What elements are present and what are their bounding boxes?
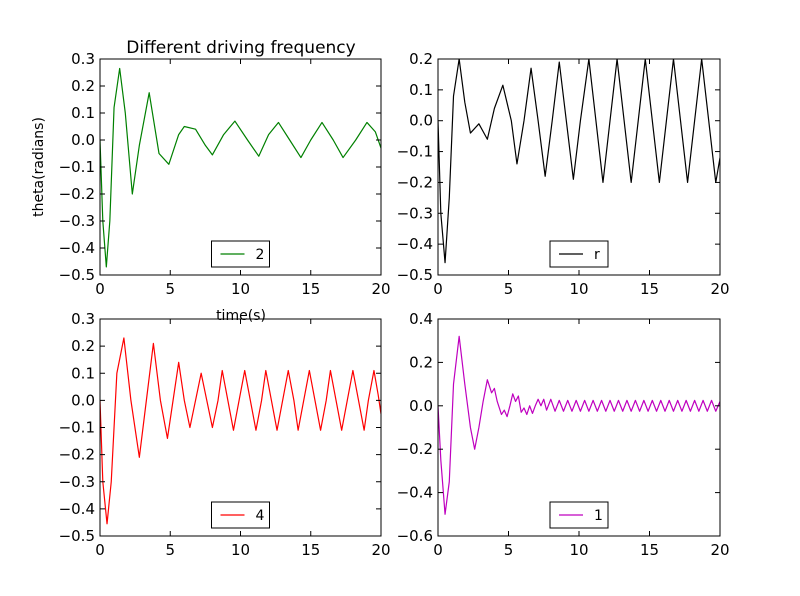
x-tick-label: 5: [165, 541, 175, 559]
x-tick-label: 20: [710, 280, 729, 298]
x-tick-label: 20: [371, 280, 390, 298]
y-tick-label: 0.0: [409, 397, 433, 415]
y-tick-label: −0.5: [397, 266, 433, 284]
y-tick-label: 0.2: [409, 50, 433, 68]
x-tick-label: 10: [569, 541, 588, 559]
legend-label: r: [594, 247, 600, 263]
x-tick-label: 5: [504, 280, 514, 298]
x-axis-label: time(s): [216, 308, 266, 324]
y-tick-label: −0.5: [59, 266, 95, 284]
subplot-bottom-left: 0 5 10 15 20 −0.5 −0.4 −0.3 −0.2 −0.1 0.0 0.1 0.2 0.3…: [59, 310, 391, 559]
x-tick-label: 15: [640, 280, 659, 298]
legend: 1: [549, 501, 609, 529]
y-tick-label: 0.1: [409, 81, 433, 99]
x-tick-label: 0: [433, 280, 443, 298]
y-tick-label: −0.1: [397, 143, 433, 161]
y-tick-label: 0.1: [71, 104, 95, 122]
y-tick-label: −0.2: [59, 185, 95, 203]
subplot-bottom-right: 0 5 10 15 20 −0.6 −0.4 −0.2 0.0 0.2 0.4 1: [397, 310, 730, 559]
y-tick-label: −0.4: [397, 484, 433, 502]
series-line-1: [438, 335, 720, 515]
y-tick-label: −0.2: [397, 440, 433, 458]
y-tick-label: −0.4: [397, 235, 433, 253]
figure-title: Different driving frequency: [126, 38, 355, 58]
legend: 2: [211, 240, 270, 268]
y-tick-label: −0.6: [397, 527, 433, 545]
legend: r: [549, 240, 609, 268]
x-tick-label: 15: [301, 541, 320, 559]
y-tick-label: −0.3: [59, 473, 95, 491]
x-tick-label: 0: [95, 541, 105, 559]
x-tick-label: 5: [504, 541, 514, 559]
y-tick-label: 0.3: [71, 310, 95, 328]
x-tick-label: 0: [433, 541, 443, 559]
x-tick-label: 10: [231, 541, 250, 559]
y-tick-label: −0.3: [397, 204, 433, 222]
y-tick-label: 0.0: [71, 131, 95, 149]
y-tick-label: −0.3: [59, 212, 95, 230]
y-tick-label: 0.2: [71, 337, 95, 355]
x-tick-label: 10: [569, 280, 588, 298]
x-tick-label: 20: [710, 541, 729, 559]
series-line-r: [438, 59, 720, 264]
y-tick-label: 0.2: [409, 353, 433, 371]
series-line-2: [100, 67, 381, 268]
x-tick-label: 10: [231, 280, 250, 298]
y-tick-label: 0.1: [71, 364, 95, 382]
x-tick-label: 20: [371, 541, 390, 559]
x-tick-label: 5: [165, 280, 175, 298]
y-tick-label: −0.1: [59, 158, 95, 176]
x-tick-label: 15: [640, 541, 659, 559]
legend: 4: [211, 501, 270, 529]
y-tick-label: −0.2: [397, 173, 433, 191]
y-tick-label: −0.2: [59, 446, 95, 464]
y-tick-label: −0.4: [59, 239, 95, 257]
y-tick-label: −0.4: [59, 500, 95, 518]
y-tick-label: 0.2: [71, 77, 95, 95]
series-line-4: [100, 337, 381, 525]
subplot-top-left: 0 5 10 15 20 −0.5 −0.4 −0.3 −0.2 −0.1 0.0 0.1 0.2 0.3…: [59, 50, 391, 298]
y-tick-label: −0.1: [59, 419, 95, 437]
y-tick-label: 0.0: [71, 391, 95, 409]
y-axis-label: theta(radians): [31, 117, 47, 217]
x-tick-label: 0: [95, 280, 105, 298]
subplot-top-right: 0 5 10 15 20 −0.5 −0.4 −0.3 −0.2 −0.1 0.0 0.1 0.2 r: [397, 50, 730, 298]
x-tick-label: 15: [301, 280, 320, 298]
y-tick-label: 0.3: [71, 50, 95, 68]
y-tick-label: −0.5: [59, 527, 95, 545]
legend-label: 1: [594, 508, 603, 524]
y-tick-label: 0.0: [409, 112, 433, 130]
legend-label: 2: [256, 247, 265, 263]
y-tick-label: 0.4: [409, 310, 433, 328]
legend-label: 4: [256, 508, 265, 524]
